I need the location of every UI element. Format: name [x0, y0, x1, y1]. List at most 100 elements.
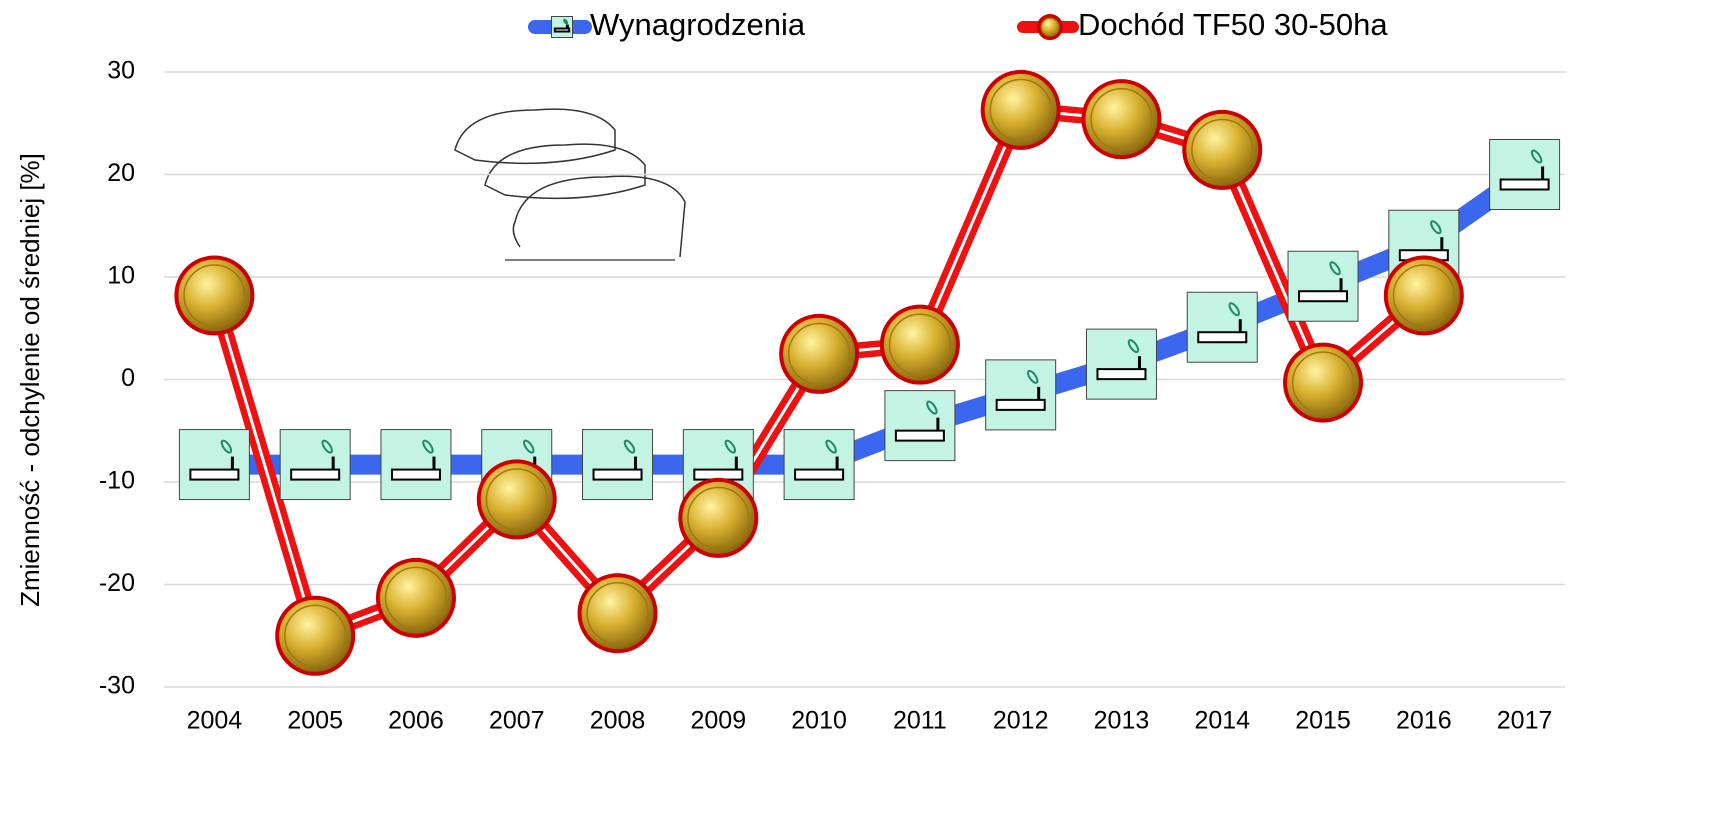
feeder [1298, 290, 1349, 303]
x-tick-label: 2005 [287, 707, 343, 735]
y-tick-label: -20 [99, 569, 135, 597]
marker-box [1489, 139, 1561, 210]
feeder-tag [523, 439, 535, 454]
coin-rim [1291, 351, 1355, 414]
coin [174, 255, 255, 336]
feeder-tag [1430, 220, 1442, 235]
coin [1182, 109, 1263, 190]
feeder-tag [422, 439, 434, 454]
feeder [390, 468, 441, 481]
coin-rim [1040, 17, 1060, 37]
legend-item: Wynagrodzenia [528, 7, 806, 42]
feeder-tag [724, 439, 737, 454]
y-axis-label: Zmienność - odchylenie od średniej [%] [15, 153, 45, 607]
coin [375, 557, 456, 638]
feeder-tag [623, 439, 636, 454]
data-point [380, 429, 452, 501]
coin-rim [1090, 88, 1153, 151]
marker-box [884, 390, 956, 462]
x-tick-label: 2014 [1194, 707, 1250, 735]
legend-label: Wynagrodzenia [590, 7, 806, 42]
coin-rim [284, 604, 347, 667]
feeder [189, 468, 240, 481]
data-point [783, 429, 855, 501]
marker-box [380, 429, 452, 501]
feeder-tag [1228, 302, 1240, 317]
feeder-tag [926, 400, 938, 415]
feeder-tag [1530, 149, 1543, 164]
coin [1037, 14, 1063, 40]
data-point [582, 429, 654, 501]
marker-box [279, 429, 351, 501]
data-point [178, 429, 250, 501]
data-point [1383, 255, 1464, 336]
data-point [375, 557, 456, 638]
data-point [985, 359, 1057, 431]
data-point [1287, 250, 1359, 322]
x-tick-label: 2009 [691, 707, 747, 735]
x-tick-label: 2004 [187, 707, 243, 735]
y-tick-label: 0 [121, 364, 135, 392]
data-point [275, 595, 356, 676]
coin [980, 69, 1061, 150]
legend-label: Dochód TF50 30-50ha [1078, 7, 1388, 42]
feeder [1197, 331, 1248, 344]
feeder-tag [825, 439, 837, 454]
coin [678, 477, 759, 558]
coin-rim [384, 566, 448, 629]
x-tick-label: 2006 [388, 707, 444, 735]
coin-rim [1392, 264, 1455, 327]
data-point [476, 459, 557, 540]
coin-rim [485, 468, 548, 531]
coin-rim [888, 313, 952, 376]
data-point [174, 255, 255, 336]
coin-rim [586, 582, 649, 645]
x-tick-label: 2007 [489, 707, 545, 735]
coin [275, 595, 356, 676]
x-tick-label: 2010 [791, 707, 847, 735]
data-point [279, 429, 351, 501]
data-point [1489, 139, 1561, 210]
x-tick-label: 2012 [993, 707, 1049, 735]
data-point [1182, 109, 1263, 190]
y-tick-label: 30 [107, 57, 135, 85]
feeder [894, 429, 945, 442]
feeder-tag [220, 439, 233, 454]
data-point [884, 390, 956, 462]
marker-box [551, 16, 573, 38]
x-tick-label: 2015 [1295, 707, 1351, 735]
coin [1283, 342, 1364, 423]
x-tick-label: 2013 [1094, 707, 1150, 735]
coin-rim [1191, 118, 1254, 182]
pig-illustration [454, 108, 686, 261]
data-point [980, 69, 1061, 150]
y-tick-label: 20 [107, 159, 135, 187]
data-point [1081, 79, 1162, 160]
feeder [553, 27, 571, 33]
x-tick-label: 2008 [590, 707, 646, 735]
marker-box [178, 429, 250, 501]
feeder-tag [1026, 369, 1039, 384]
coin-rim [787, 322, 851, 386]
marker-box [783, 429, 855, 501]
coin-rim [183, 264, 246, 327]
data-point [1283, 342, 1364, 423]
x-tick-label: 2016 [1396, 707, 1452, 735]
coin-rim [989, 78, 1052, 142]
feeder [794, 468, 845, 481]
marker-box [985, 359, 1057, 431]
data-point [577, 573, 658, 654]
marker-box [1085, 328, 1157, 400]
x-tick-label: 2011 [893, 707, 947, 735]
feeder-tag [1329, 261, 1341, 276]
coin [577, 573, 658, 654]
coin [779, 313, 860, 394]
coin [879, 304, 960, 385]
feeder-tag [1127, 339, 1140, 354]
coin [1383, 255, 1464, 336]
marker-box [582, 429, 654, 501]
data-point [879, 304, 960, 385]
y-tick-label: -10 [99, 467, 135, 495]
feeder [290, 468, 341, 481]
